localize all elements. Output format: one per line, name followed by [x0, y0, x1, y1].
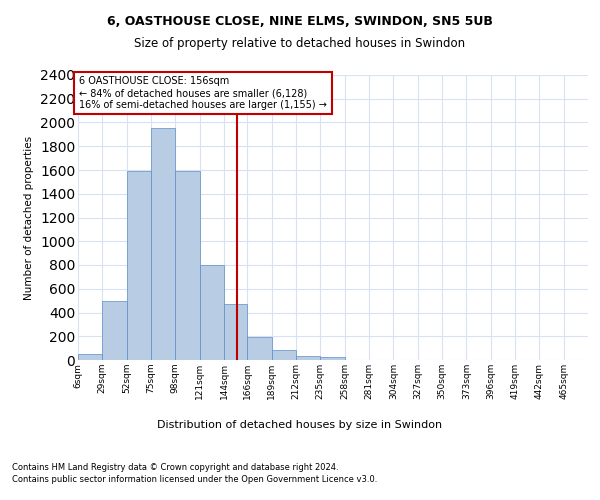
Bar	[272, 350, 296, 360]
Bar	[127, 171, 151, 360]
Text: Contains HM Land Registry data © Crown copyright and database right 2024.: Contains HM Land Registry data © Crown c…	[12, 464, 338, 472]
Bar	[175, 171, 200, 360]
Bar	[247, 338, 272, 360]
Bar	[296, 356, 320, 360]
Text: Contains public sector information licensed under the Open Government Licence v3: Contains public sector information licen…	[12, 475, 377, 484]
Y-axis label: Number of detached properties: Number of detached properties	[25, 136, 34, 300]
Bar	[320, 357, 344, 360]
Bar	[224, 304, 247, 360]
Text: 6 OASTHOUSE CLOSE: 156sqm
← 84% of detached houses are smaller (6,128)
16% of se: 6 OASTHOUSE CLOSE: 156sqm ← 84% of detac…	[79, 76, 327, 110]
Bar	[78, 354, 103, 360]
Text: Size of property relative to detached houses in Swindon: Size of property relative to detached ho…	[134, 38, 466, 51]
Bar	[200, 265, 224, 360]
Bar	[151, 128, 175, 360]
Bar	[103, 300, 127, 360]
Text: Distribution of detached houses by size in Swindon: Distribution of detached houses by size …	[157, 420, 443, 430]
Text: 6, OASTHOUSE CLOSE, NINE ELMS, SWINDON, SN5 5UB: 6, OASTHOUSE CLOSE, NINE ELMS, SWINDON, …	[107, 15, 493, 28]
